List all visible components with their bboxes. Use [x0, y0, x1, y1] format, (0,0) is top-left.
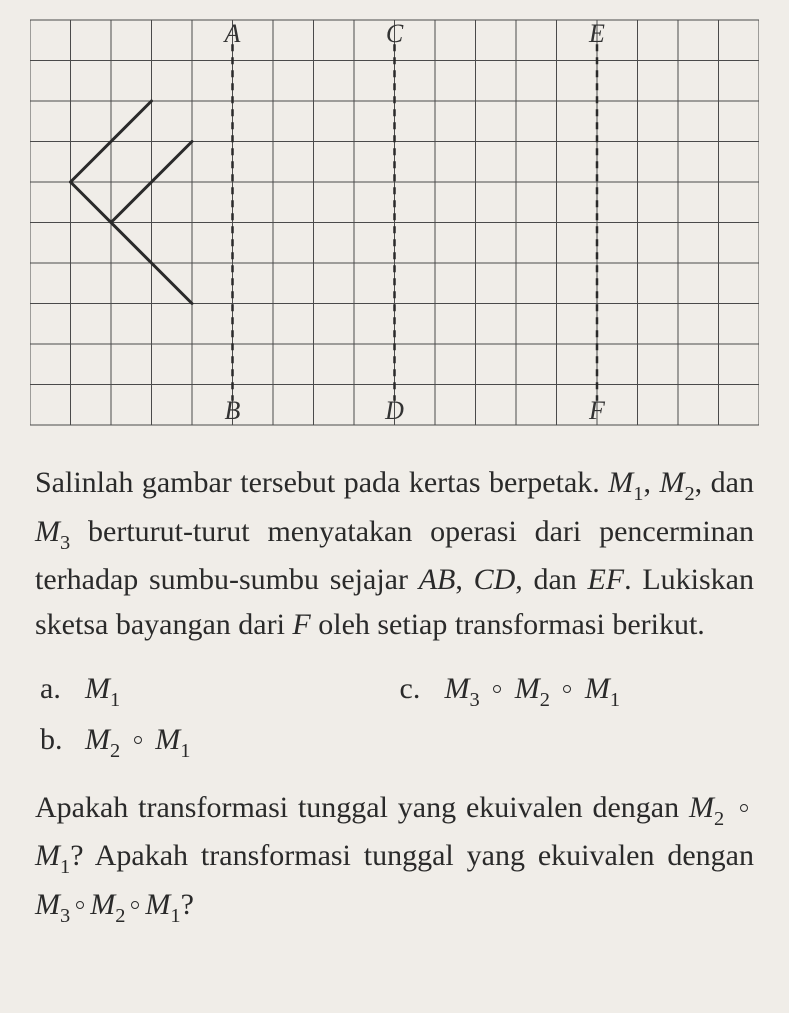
grid-svg	[30, 10, 759, 435]
text: oleh setiap transformasi berikut.	[311, 608, 705, 641]
compose-icon	[740, 804, 748, 812]
axis-label-D: D	[385, 396, 404, 426]
var-M1: M1	[35, 839, 70, 872]
var-M1: M1	[608, 466, 643, 499]
option-expression: M2 M1	[85, 716, 190, 767]
text: ?	[181, 888, 194, 921]
option-letter: c.	[400, 665, 445, 713]
option-a: a. M1	[35, 665, 395, 716]
text: , dan	[695, 466, 754, 499]
option-c: c. M3 M2 M1	[395, 665, 755, 716]
compose-icon	[131, 901, 139, 909]
compose-icon	[493, 685, 501, 693]
var-M2: M2	[659, 466, 694, 499]
option-expression: M3 M2 M1	[445, 665, 621, 716]
var-M1b: M1	[145, 888, 180, 921]
grid-diagram: A B C D E F	[30, 10, 759, 435]
text: ,	[455, 563, 473, 596]
var-EF: EF	[587, 563, 624, 596]
options-list: a. M1 b. M2 M1 c. M3 M2	[30, 647, 759, 784]
option-letter: a.	[40, 665, 85, 713]
axis-label-B: B	[225, 396, 241, 426]
axis-label-E: E	[589, 19, 605, 49]
var-M3: M3	[35, 515, 70, 548]
var-AB: AB	[419, 563, 456, 596]
text: Salinlah gambar tersebut pada kertas ber…	[35, 466, 608, 499]
instruction-paragraph: Salinlah gambar tersebut pada kertas ber…	[30, 460, 759, 647]
text: , dan	[515, 563, 587, 596]
text: Apakah transformasi tunggal yang ekuival…	[35, 791, 689, 824]
var-F: F	[292, 608, 310, 641]
compose-icon	[134, 736, 142, 744]
axis-label-F: F	[589, 396, 605, 426]
axis-label-A: A	[225, 19, 241, 49]
axis-label-C: C	[386, 19, 403, 49]
option-b: b. M2 M1	[35, 716, 395, 767]
var-CD: CD	[474, 563, 516, 596]
followup-paragraph: Apakah transformasi tunggal yang ekuival…	[30, 785, 759, 931]
option-expression: M1	[85, 665, 120, 716]
option-letter: b.	[40, 716, 85, 764]
text: ,	[643, 466, 659, 499]
var-M3: M3	[35, 888, 70, 921]
text: ? Apakah transformasi tunggal yang ekuiv…	[70, 839, 754, 872]
compose-icon	[76, 901, 84, 909]
var-M2: M2	[689, 791, 724, 824]
compose-icon	[563, 685, 571, 693]
var-M2b: M2	[90, 888, 125, 921]
